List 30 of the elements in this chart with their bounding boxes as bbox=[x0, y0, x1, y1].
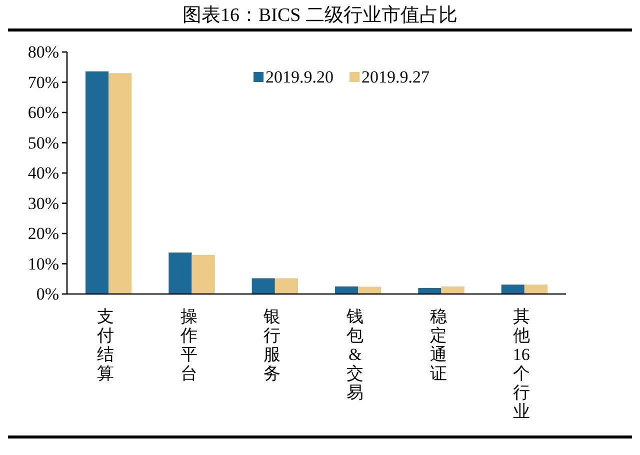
bar bbox=[252, 278, 275, 294]
y-tick-label: 40% bbox=[28, 164, 59, 182]
y-tick-label: 10% bbox=[28, 254, 59, 274]
bar bbox=[108, 73, 132, 294]
x-tick-label: 稳定通证 bbox=[430, 307, 447, 383]
bar bbox=[168, 252, 192, 294]
bar bbox=[86, 71, 109, 294]
y-tick-label: 70% bbox=[28, 72, 59, 92]
y-tick-label: 80% bbox=[28, 42, 59, 62]
bar bbox=[335, 286, 358, 294]
bar bbox=[501, 284, 524, 294]
bar bbox=[274, 278, 298, 294]
bar bbox=[524, 284, 548, 294]
bar bbox=[418, 288, 442, 294]
y-tick-label: 60% bbox=[28, 103, 59, 122]
x-tick-label: 钱包&交易 bbox=[346, 307, 364, 402]
y-tick-label: 30% bbox=[28, 194, 59, 213]
legend-label: 2019.9.27 bbox=[362, 68, 430, 86]
y-tick-label: 0% bbox=[36, 284, 59, 304]
bar bbox=[358, 286, 382, 294]
chart-title: 图表16：BICS 二级行业市值占比 bbox=[182, 4, 458, 26]
x-tick-label: 支付结算 bbox=[96, 307, 114, 383]
legend-label: 2019.9.20 bbox=[266, 68, 334, 86]
y-tick-label: 50% bbox=[28, 133, 59, 152]
x-tick-label: 操作平台 bbox=[179, 307, 198, 383]
y-tick-label: 20% bbox=[28, 224, 59, 243]
bar bbox=[192, 254, 215, 294]
x-tick-label: 其他16个行业 bbox=[512, 307, 530, 421]
x-tick-label: 银行服务 bbox=[262, 307, 280, 383]
bar bbox=[441, 286, 464, 294]
